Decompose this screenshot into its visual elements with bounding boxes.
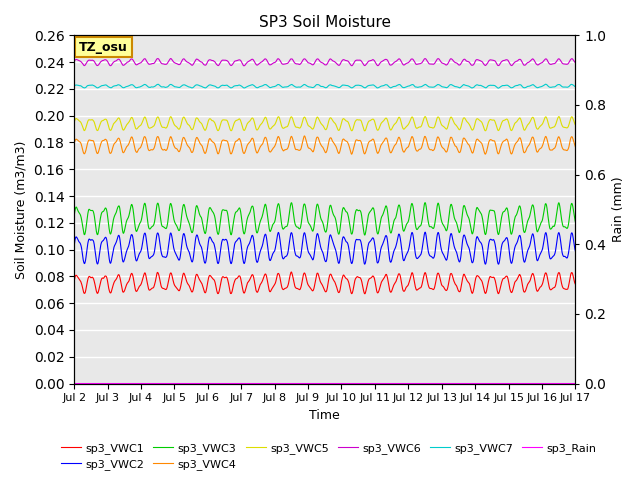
sp3_Rain — [572, 381, 579, 386]
sp3_VWC5 — [127, 115, 135, 120]
sp3_VWC6 — [70, 59, 78, 64]
sp3_VWC4 — [572, 144, 579, 150]
sp3_VWC3 — [70, 213, 78, 219]
sp3_VWC6 — [572, 60, 579, 66]
sp3_VWC2 — [421, 229, 429, 235]
sp3_Rain — [70, 381, 78, 386]
sp3_VWC4 — [301, 133, 308, 139]
sp3_VWC2 — [70, 243, 78, 249]
sp3_VWC2 — [508, 260, 516, 265]
sp3_VWC1 — [508, 289, 516, 295]
Line: sp3_VWC1: sp3_VWC1 — [74, 272, 575, 294]
sp3_VWC4 — [262, 136, 270, 142]
Y-axis label: Rain (mm): Rain (mm) — [612, 177, 625, 242]
sp3_VWC5 — [421, 114, 429, 120]
sp3_VWC2 — [562, 254, 570, 260]
sp3_VWC3 — [127, 202, 135, 208]
sp3_VWC1 — [262, 273, 270, 278]
Legend: sp3_VWC1, sp3_VWC2, sp3_VWC3, sp3_VWC4, sp3_VWC5, sp3_VWC6, sp3_VWC7, sp3_Rain: sp3_VWC1, sp3_VWC2, sp3_VWC3, sp3_VWC4, … — [57, 438, 601, 474]
sp3_VWC7 — [495, 85, 502, 91]
sp3_VWC3 — [157, 219, 165, 225]
sp3_VWC6 — [127, 56, 135, 62]
Line: sp3_VWC5: sp3_VWC5 — [74, 117, 575, 131]
Line: sp3_VWC7: sp3_VWC7 — [74, 84, 575, 88]
sp3_VWC6 — [285, 60, 292, 65]
sp3_VWC3 — [562, 225, 570, 230]
Text: TZ_osu: TZ_osu — [79, 40, 128, 54]
sp3_VWC7 — [262, 82, 270, 88]
Line: sp3_VWC4: sp3_VWC4 — [74, 136, 575, 154]
sp3_VWC7 — [70, 83, 78, 89]
sp3_VWC3 — [508, 230, 516, 236]
sp3_VWC6 — [562, 61, 570, 67]
Line: sp3_VWC6: sp3_VWC6 — [74, 59, 575, 66]
sp3_VWC7 — [572, 84, 579, 89]
sp3_Rain — [127, 381, 135, 386]
sp3_VWC3 — [421, 200, 429, 205]
sp3_Rain — [284, 381, 292, 386]
Title: SP3 Soil Moisture: SP3 Soil Moisture — [259, 15, 391, 30]
sp3_VWC4 — [562, 147, 570, 153]
sp3_VWC1 — [562, 287, 570, 292]
sp3_VWC3 — [262, 204, 270, 210]
sp3_VWC5 — [361, 128, 369, 134]
sp3_VWC2 — [262, 234, 270, 240]
X-axis label: Time: Time — [309, 409, 340, 422]
sp3_VWC1 — [361, 291, 369, 297]
sp3_VWC6 — [157, 60, 165, 66]
sp3_Rain — [508, 381, 515, 386]
sp3_VWC2 — [361, 261, 369, 267]
sp3_VWC4 — [508, 151, 516, 156]
sp3_VWC4 — [157, 144, 165, 150]
Line: sp3_VWC2: sp3_VWC2 — [74, 232, 575, 264]
sp3_VWC1 — [157, 283, 165, 288]
sp3_VWC2 — [127, 232, 135, 238]
sp3_VWC1 — [127, 271, 135, 276]
sp3_Rain — [157, 381, 165, 386]
sp3_VWC7 — [542, 82, 550, 87]
sp3_VWC6 — [167, 56, 175, 61]
sp3_VWC3 — [284, 219, 292, 225]
sp3_VWC7 — [157, 84, 165, 90]
sp3_VWC5 — [262, 116, 270, 121]
Line: sp3_VWC3: sp3_VWC3 — [74, 203, 575, 235]
sp3_VWC7 — [508, 85, 516, 91]
sp3_VWC5 — [508, 127, 516, 133]
sp3_VWC7 — [284, 84, 292, 89]
sp3_VWC6 — [263, 57, 271, 63]
sp3_Rain — [562, 381, 570, 386]
sp3_VWC5 — [157, 122, 165, 128]
sp3_VWC2 — [284, 249, 292, 254]
sp3_VWC5 — [284, 122, 292, 128]
sp3_VWC2 — [157, 249, 165, 254]
sp3_VWC2 — [572, 248, 579, 254]
sp3_Rain — [262, 381, 270, 386]
sp3_VWC5 — [562, 125, 570, 131]
sp3_VWC1 — [287, 269, 295, 275]
sp3_VWC1 — [572, 281, 579, 287]
sp3_VWC5 — [572, 122, 579, 128]
sp3_VWC4 — [127, 134, 135, 140]
sp3_VWC6 — [508, 62, 516, 68]
sp3_VWC1 — [70, 278, 78, 284]
sp3_VWC5 — [70, 120, 78, 125]
sp3_VWC1 — [284, 282, 292, 288]
sp3_VWC4 — [284, 144, 292, 150]
sp3_VWC4 — [70, 141, 78, 146]
sp3_VWC4 — [348, 151, 355, 157]
sp3_VWC6 — [240, 63, 248, 69]
Y-axis label: Soil Moisture (m3/m3): Soil Moisture (m3/m3) — [15, 140, 28, 278]
sp3_VWC7 — [562, 84, 570, 90]
sp3_VWC3 — [572, 219, 579, 225]
sp3_VWC3 — [361, 232, 369, 238]
sp3_VWC7 — [127, 82, 135, 88]
